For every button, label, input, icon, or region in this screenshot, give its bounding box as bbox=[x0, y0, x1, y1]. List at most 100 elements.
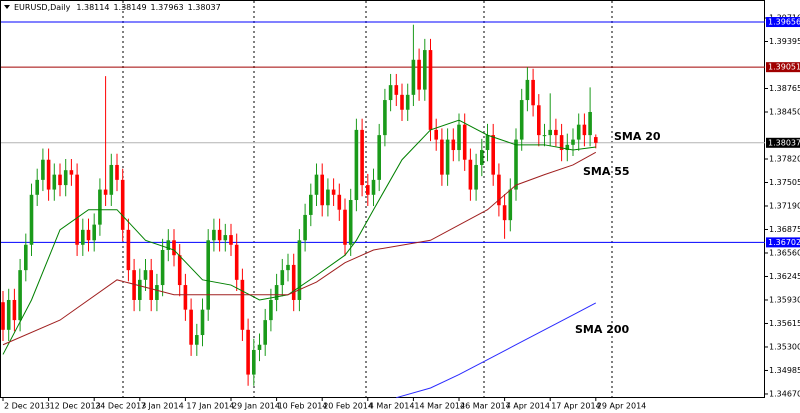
sma-line bbox=[396, 302, 597, 399]
candle-body bbox=[519, 100, 524, 140]
candles bbox=[1, 24, 598, 386]
candle-body bbox=[172, 240, 176, 256]
candle-body bbox=[149, 270, 153, 300]
candle-body bbox=[434, 129, 438, 140]
candle-body bbox=[103, 189, 108, 195]
candle-body bbox=[559, 135, 564, 151]
candle-body bbox=[6, 299, 11, 330]
x-tick-label: 20 Feb 2014 bbox=[323, 402, 373, 411]
candle-body bbox=[474, 164, 478, 190]
candle-body bbox=[286, 264, 290, 271]
candle-body bbox=[41, 159, 45, 180]
candle-body bbox=[252, 349, 256, 375]
candle-body bbox=[132, 270, 136, 300]
candle-body bbox=[200, 309, 205, 336]
candle-body bbox=[480, 150, 484, 165]
x-tick-label: 24 Dec 2013 bbox=[95, 402, 146, 411]
x-tick-label: 29 Apr 2014 bbox=[597, 402, 646, 411]
candle-body bbox=[263, 320, 267, 345]
candle-body bbox=[388, 85, 393, 101]
candle-body bbox=[18, 270, 22, 321]
candle-body bbox=[514, 139, 518, 190]
candle-body bbox=[377, 135, 381, 180]
candle-body bbox=[309, 194, 313, 215]
candle-body bbox=[331, 189, 336, 195]
candle-body bbox=[120, 179, 125, 230]
y-tick-label: 1.34670 bbox=[769, 389, 800, 398]
candle-body bbox=[217, 229, 222, 241]
candle-body bbox=[177, 255, 182, 286]
candle-body bbox=[348, 200, 353, 245]
level-label: 1.39051 bbox=[768, 63, 800, 72]
level-label-box bbox=[766, 137, 800, 148]
x-tick-label: 4 Mar 2014 bbox=[369, 402, 415, 411]
sma-line bbox=[2, 151, 597, 346]
candle-body bbox=[400, 94, 404, 110]
candle-body bbox=[531, 79, 535, 106]
candle-body bbox=[12, 299, 17, 321]
candle-body bbox=[565, 144, 570, 151]
candle-body bbox=[212, 229, 216, 241]
level-label-box bbox=[766, 237, 800, 248]
x-tick-label: 17 Jan 2014 bbox=[186, 402, 234, 411]
sma-line bbox=[2, 119, 596, 355]
candle-body bbox=[81, 229, 85, 245]
candle-body bbox=[109, 164, 114, 195]
y-tick-label: 1.34985 bbox=[769, 366, 800, 375]
candle-body bbox=[320, 174, 324, 206]
y-tick-label: 1.37505 bbox=[769, 178, 800, 187]
candle-body bbox=[554, 129, 558, 136]
candle-body bbox=[229, 235, 233, 245]
candle-body bbox=[468, 159, 473, 190]
candle-body bbox=[440, 139, 444, 175]
candle-body bbox=[223, 235, 228, 241]
candle-body bbox=[29, 194, 34, 245]
level-label: 1.36702 bbox=[768, 238, 800, 247]
y-tick-label: 1.35615 bbox=[769, 319, 800, 328]
candle-body bbox=[411, 59, 416, 95]
candle-body bbox=[417, 59, 421, 90]
candle-body bbox=[98, 189, 102, 225]
candle-body bbox=[371, 179, 376, 195]
candle-body bbox=[280, 270, 285, 286]
level-label-box bbox=[766, 17, 800, 28]
candle-body bbox=[195, 335, 199, 345]
candle-body bbox=[326, 189, 330, 206]
candle-body bbox=[360, 129, 364, 186]
candle-body bbox=[525, 79, 530, 101]
candle-body bbox=[508, 189, 513, 221]
open: 1.38114 bbox=[76, 3, 109, 12]
candle-body bbox=[35, 179, 39, 195]
x-tick-label: 14 Mar 2014 bbox=[414, 402, 465, 411]
y-tick-label: 1.36560 bbox=[769, 248, 800, 257]
candle-body bbox=[548, 129, 552, 136]
candle-body bbox=[428, 50, 433, 130]
candle-body bbox=[183, 285, 188, 310]
candle-body bbox=[537, 105, 541, 136]
candle-body bbox=[462, 124, 467, 160]
candle-body bbox=[58, 174, 62, 186]
candle-body bbox=[52, 174, 57, 190]
candle-body bbox=[405, 94, 410, 110]
candle-body bbox=[314, 174, 319, 195]
y-tick-label: 1.38765 bbox=[769, 84, 800, 93]
candle-body bbox=[138, 279, 142, 300]
candle-body bbox=[24, 244, 28, 271]
candle-body bbox=[75, 174, 79, 245]
x-tick-label: 7 Apr 2014 bbox=[506, 402, 550, 411]
candle-body bbox=[86, 229, 91, 241]
menu-icon[interactable] bbox=[4, 5, 10, 9]
plot-frame bbox=[0, 0, 765, 398]
candle-body bbox=[115, 164, 119, 180]
candle-body bbox=[1, 302, 5, 330]
candle-body bbox=[354, 129, 359, 201]
candle-body bbox=[366, 185, 370, 195]
candle-body bbox=[588, 111, 592, 136]
y-tick-label: 1.35300 bbox=[769, 342, 800, 351]
candle-body bbox=[457, 124, 461, 151]
candle-body bbox=[594, 137, 598, 143]
candle-body bbox=[274, 285, 279, 300]
candle-body bbox=[337, 194, 342, 210]
x-tick-label: 26 Mar 2014 bbox=[460, 402, 511, 411]
